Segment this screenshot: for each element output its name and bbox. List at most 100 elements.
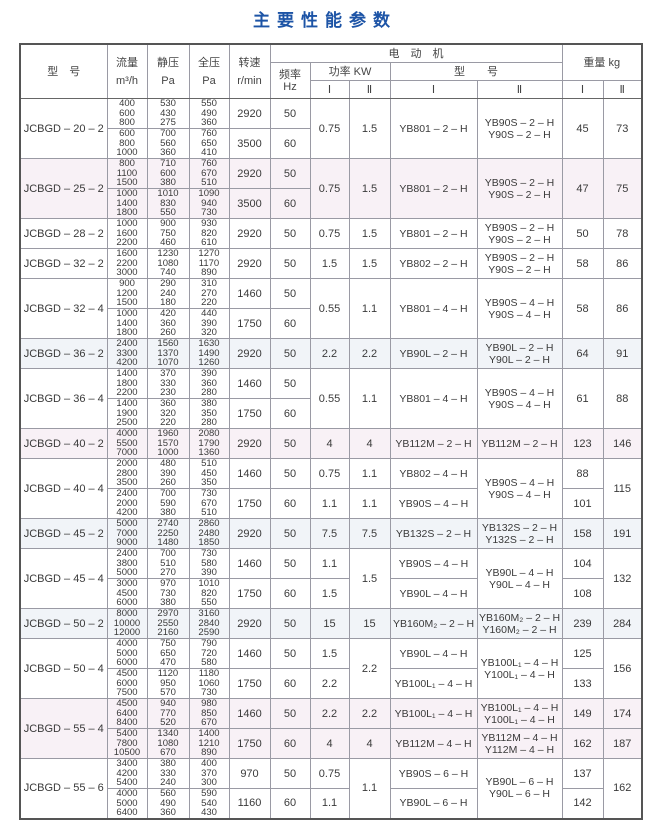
motor-i-cell: YB100L₁ – 4 – H xyxy=(389,698,478,729)
flow-cell-value: 4200 xyxy=(116,357,138,369)
total-pressure-cell: 310 270 220 xyxy=(188,278,230,309)
static-pressure-cell: 700 590 380 xyxy=(146,488,190,519)
static-pressure-cell-value: 510 xyxy=(160,557,176,569)
table-row: JCBGD – 32 – 2 1600 2200 3000 1230 1080 740 127… xyxy=(19,248,643,279)
header-static-label: 静压 xyxy=(157,56,179,69)
total-pressure-cell-value: 550 xyxy=(201,98,217,110)
speed-cell: 2920 xyxy=(228,518,271,549)
static-pressure-cell-value: 1570 xyxy=(157,437,179,449)
flow-cell-value: 2200 xyxy=(116,387,138,399)
total-pressure-cell-value: 1180 xyxy=(198,668,220,680)
flow-cell-value: 1000 xyxy=(116,147,138,159)
power-ii-cell: 1.1 xyxy=(348,458,391,489)
weight-i-cell: 104 xyxy=(561,548,604,579)
power-i-cell: 2.2 xyxy=(309,698,350,729)
total-pressure-cell-value: 890 xyxy=(201,267,217,279)
frequency-cell: 50 xyxy=(269,698,311,729)
header-total: 全压 Pa xyxy=(188,43,230,99)
frequency-cell: 50 xyxy=(269,338,311,369)
power-i-cell: 0.75 xyxy=(309,758,350,789)
model-cell: JCBGD – 32 – 4 xyxy=(19,278,108,339)
total-pressure-cell-value: 1400 xyxy=(198,728,220,740)
total-pressure-cell-value: 1630 xyxy=(198,338,220,350)
motor-ii-cell: YB90S – 4 – H Y90S – 4 – H xyxy=(476,458,563,519)
motor-i-cell: YB802 – 4 – H xyxy=(389,458,478,489)
total-pressure-cell-value: 850 xyxy=(201,707,217,719)
flow-cell-value: 3400 xyxy=(116,758,138,770)
total-pressure-cell-value: 930 xyxy=(201,218,217,230)
flow-cell-value: 6400 xyxy=(116,707,138,719)
frequency-cell: 50 xyxy=(269,458,311,489)
table-row: JCBGD – 25 – 2 800 1100 1500 710 600 380 760 670… xyxy=(19,158,643,219)
static-pressure-cell: 530 430 275 xyxy=(146,98,190,129)
table-row: 2400 2000 4200 700 590 380 730 670 510 1750 60 1.1 1… xyxy=(20,488,642,519)
header-freq-label: 频率 xyxy=(279,68,301,81)
total-pressure-cell-value: 1090 xyxy=(198,188,220,200)
weight-ii-cell: 91 xyxy=(602,338,643,369)
weight-ii-cell: 86 xyxy=(602,278,643,339)
power-ii-cell: 7.5 xyxy=(348,518,391,549)
total-pressure-cell-value: 280 xyxy=(201,417,217,429)
weight-ii-cell: 75 xyxy=(602,158,643,219)
table-row: JCBGD – 55 – 4 4500 6400 8400 940 770 520 980 85… xyxy=(19,698,643,759)
total-pressure-cell: 760 670 510 xyxy=(188,158,230,189)
total-pressure-cell-value: 550 xyxy=(201,597,217,609)
frequency-cell: 50 xyxy=(269,98,311,129)
flow-cell: 1000 1400 1800 xyxy=(106,308,148,339)
flow-cell: 4000 5500 7000 xyxy=(106,428,148,459)
static-pressure-cell-value: 430 xyxy=(160,107,176,119)
header-power-ii: Ⅱ xyxy=(348,80,391,99)
static-pressure-cell-value: 2160 xyxy=(157,627,179,639)
static-pressure-cell-value: 1230 xyxy=(157,248,179,260)
header-weight-ii: Ⅱ xyxy=(602,80,643,99)
frequency-cell: 50 xyxy=(269,548,311,579)
header-motor-i: Ⅰ xyxy=(389,80,478,99)
table-row: JCBGD – 45 – 4 2400 3800 5000 700 510 270 730 58… xyxy=(19,548,643,609)
model-cell: JCBGD – 25 – 2 xyxy=(19,158,108,219)
weight-ii-cell: 174 xyxy=(602,698,643,729)
header-flow-label: 流量 xyxy=(116,56,138,69)
total-pressure-cell-value: 390 xyxy=(201,368,217,380)
total-pressure-cell-value: 2840 xyxy=(198,617,220,629)
static-pressure-cell-value: 390 xyxy=(160,467,176,479)
static-pressure-cell: 1230 1080 740 xyxy=(146,248,190,279)
flow-cell-value: 4000 xyxy=(116,638,138,650)
motor-ii-cell: YB90S – 2 – H Y90S – 2 – H xyxy=(476,218,563,249)
flow-cell: 600 800 1000 xyxy=(106,128,148,159)
flow-cell-value: 4200 xyxy=(116,767,138,779)
motor-ii-cell: YB112M – 2 – H xyxy=(476,428,563,459)
total-pressure-cell-value: 730 xyxy=(201,207,217,219)
weight-ii-cell: 88 xyxy=(602,368,643,429)
total-pressure-cell-value: 2480 xyxy=(198,527,220,539)
header-motor-ii: Ⅱ xyxy=(476,80,563,99)
total-pressure-cell: 400 370 300 xyxy=(188,758,230,789)
flow-cell-value: 2000 xyxy=(116,497,138,509)
static-pressure-cell-value: 1080 xyxy=(157,257,179,269)
total-pressure-cell-value: 450 xyxy=(201,467,217,479)
static-pressure-cell-value: 530 xyxy=(160,98,176,110)
header-weight: 重量 kg xyxy=(561,43,643,81)
weight-ii-cell: 187 xyxy=(602,728,643,759)
flow-cell-value: 3800 xyxy=(116,557,138,569)
speed-cell: 1750 xyxy=(228,488,271,519)
static-pressure-cell-value: 420 xyxy=(160,308,176,320)
header-speed: 转速 r/min xyxy=(228,43,271,99)
total-pressure-cell-value: 720 xyxy=(201,647,217,659)
weight-ii-cell: 156 xyxy=(602,638,643,699)
static-pressure-cell-value: 360 xyxy=(160,147,176,159)
total-pressure-cell-value: 980 xyxy=(201,698,217,710)
motor-ii-cell: YB90S – 2 – H Y90S – 2 – H xyxy=(476,158,563,219)
power-i-cell: 2.2 xyxy=(309,668,350,699)
performance-table: 型 号 流量 m³/h 静压 Pa 全压 Pa 转速 r/min 电 动 机 重量 kg… xyxy=(19,43,643,820)
static-pressure-cell-value: 470 xyxy=(160,657,176,669)
weight-ii-cell: 132 xyxy=(602,548,643,609)
power-i-cell: 1.1 xyxy=(309,488,350,519)
static-pressure-cell-value: 700 xyxy=(160,488,176,500)
flow-cell-value: 8400 xyxy=(116,717,138,729)
weight-ii-cell: 86 xyxy=(602,248,643,279)
static-pressure-cell-value: 1120 xyxy=(157,668,179,680)
flow-cell-value: 4500 xyxy=(116,587,138,599)
motor-ii-cell: YB90S – 4 – H Y90S – 4 – H xyxy=(476,368,563,429)
total-pressure-cell: 590 540 430 xyxy=(188,787,230,820)
flow-cell-value: 5000 xyxy=(116,518,138,530)
